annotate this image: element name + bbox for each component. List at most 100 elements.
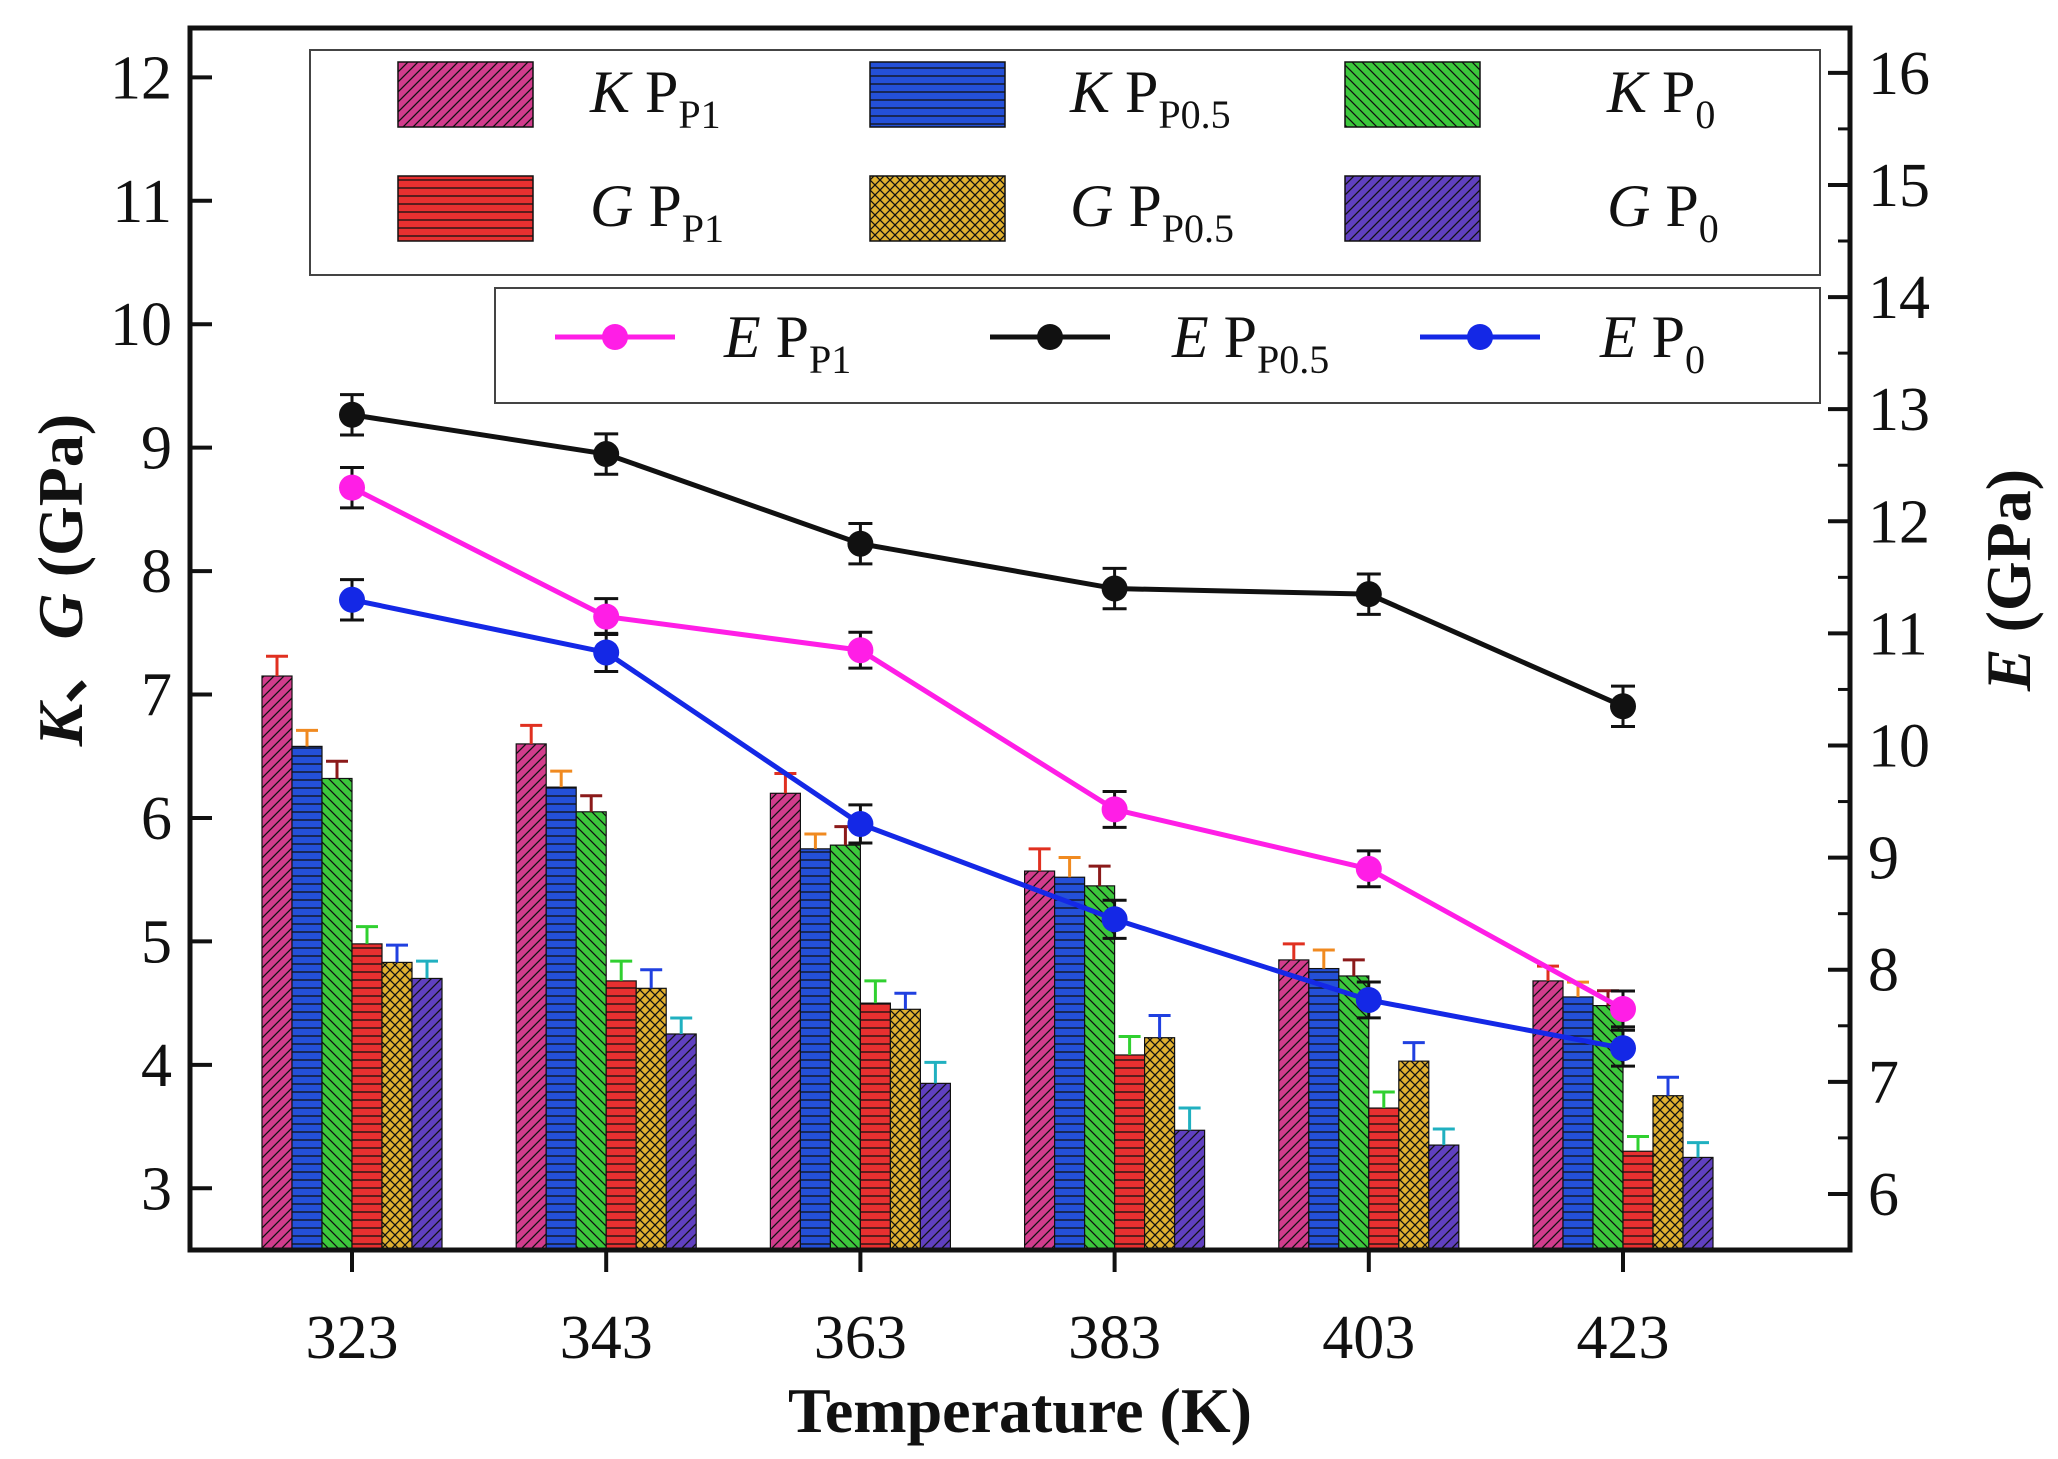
bar-G-0-423: [1682, 1156, 1714, 1251]
bars-layer: [261, 675, 1714, 1251]
axis-title-part: 、: [25, 640, 96, 704]
axis-title-part: (GPa): [1973, 469, 2044, 649]
bar-G-0-403: [1428, 1144, 1460, 1251]
line-E-P0.5: [351, 412, 1625, 709]
axis-title-part: E: [1973, 648, 2044, 692]
bar-K-0-323: [321, 777, 353, 1251]
right-tick-label: 7: [1868, 1049, 1899, 1117]
legend-swatch-K-P1: [397, 61, 534, 128]
legend-label-K-P0.5: K PP0.5: [1069, 59, 1231, 137]
bar-G-P1-363: [859, 1002, 892, 1251]
legend-subscript: P1: [678, 92, 720, 137]
line-E-P1: [350, 485, 1625, 1012]
bar-G-P0.5-323: [381, 961, 413, 1251]
legend-base: P: [630, 59, 678, 125]
bar-G-P0.5-363: [889, 1008, 922, 1251]
bar-G-P0.5-383: [1143, 1037, 1176, 1251]
line-E-0: [351, 597, 1624, 1051]
legend-label-G-P1: G PP1: [590, 173, 724, 251]
legend-label-E-P1: E PP1: [723, 304, 851, 382]
bar-K-P1-323: [261, 675, 293, 1251]
legend-label-E-0: E P0: [1599, 304, 1705, 382]
legend-base: P: [1110, 59, 1158, 125]
legend-subscript: 0: [1695, 92, 1715, 137]
bar-K-P1-383: [1023, 870, 1056, 1251]
right-tick-label: 9: [1868, 825, 1899, 893]
bar-K-P1-343: [515, 743, 547, 1251]
axes-layer: 3 4 5 6 7 8 9 10 11 12 6 7 8 9 10 11 12 13 14 15 16 323 343 363…: [110, 40, 1930, 1372]
bar-K-0-343: [575, 811, 607, 1251]
legend-marker: [1467, 324, 1493, 350]
lines-layer: [339, 393, 1636, 1068]
x-tick-label: 363: [814, 1304, 907, 1372]
right-tick-label: 10: [1868, 713, 1930, 781]
legend-base: P: [1113, 173, 1161, 239]
legend-lines-box: [494, 287, 1821, 404]
point-E-0-363: [847, 810, 874, 837]
left-tick-label: 11: [112, 168, 172, 236]
bar-G-P0.5-423: [1652, 1095, 1684, 1251]
bar-G-0-343: [665, 1033, 697, 1251]
bar-G-P1-403: [1368, 1107, 1400, 1251]
point-E-P0.5-403: [1355, 581, 1382, 608]
point-E-P1-383: [1101, 796, 1128, 823]
legend-subscript: 0: [1685, 337, 1705, 382]
x-tick-label: 343: [560, 1304, 653, 1372]
point-E-0-323: [339, 586, 365, 613]
right-tick-label: 12: [1868, 488, 1930, 556]
axis-title-part: G: [25, 593, 96, 639]
legend-swatch-K-P0.5: [869, 61, 1006, 128]
left-tick-label: 4: [141, 1032, 172, 1100]
legend-prop: K: [1606, 59, 1650, 125]
point-E-P0.5-423: [1610, 693, 1636, 720]
legend-subscript: P1: [809, 337, 851, 382]
x-tick-label: 383: [1068, 1304, 1161, 1372]
legend-label-K-P1: K PP1: [589, 59, 721, 137]
point-E-P1-363: [847, 637, 874, 664]
right-tick-label: 13: [1868, 376, 1930, 444]
bar-G-P1-323: [351, 943, 383, 1251]
legend-base: P: [1637, 304, 1685, 370]
bar-K-P0.5-323: [291, 745, 323, 1251]
legend-label-K-0: K P0: [1606, 59, 1715, 137]
legend-subscript: P1: [682, 206, 724, 251]
bar-G-P0.5-343: [635, 987, 667, 1251]
x-axis-title: Temperature (K): [788, 1375, 1252, 1446]
x-tick-label: 423: [1577, 1304, 1670, 1372]
legend-lines: E PP1 E P P0.5 E P0: [494, 287, 1821, 404]
legend-bars: K PP1 K PP0.5 K P0G PP1 G PP0.5 G P0: [309, 49, 1821, 276]
right-tick-label: 8: [1868, 937, 1899, 1005]
legend-swatch-K-0: [1344, 61, 1481, 128]
legend-base: P: [1647, 59, 1695, 125]
legend-subscript: 0: [1699, 206, 1719, 251]
legend-prop: G: [1607, 173, 1650, 239]
right-tick-label: 15: [1868, 152, 1930, 220]
bar-G-0-323: [411, 977, 443, 1251]
legend-marker: [1037, 324, 1063, 350]
bar-K-P1-363: [769, 792, 802, 1251]
point-E-P0.5-343: [593, 441, 620, 468]
point-E-P0.5-363: [847, 530, 874, 557]
point-E-P0.5-383: [1101, 575, 1128, 602]
legend-prop: E: [1599, 304, 1637, 370]
legend-base: P: [1650, 173, 1698, 239]
axis-title-part: (GPa): [25, 414, 96, 594]
point-E-0-403: [1355, 986, 1382, 1013]
left-tick-label: 12: [110, 44, 172, 112]
bar-K-P0.5-343: [545, 786, 577, 1251]
right-tick-label: 14: [1868, 264, 1930, 332]
left-tick-label: 7: [141, 662, 172, 730]
bar-K-P0.5-403: [1308, 967, 1340, 1251]
bar-G-P0.5-403: [1398, 1060, 1430, 1251]
bar-G-P1-383: [1113, 1054, 1146, 1251]
bar-K-0-403: [1338, 975, 1370, 1251]
legend-subscript: P0.5: [1257, 337, 1329, 382]
bar-K-P0.5-423: [1562, 996, 1594, 1251]
left-tick-label: 8: [141, 538, 172, 606]
x-tick-label: 403: [1322, 1304, 1415, 1372]
right-tick-label: 11: [1868, 600, 1928, 668]
left-tick-label: 6: [141, 785, 172, 853]
bar-G-0-383: [1173, 1129, 1206, 1251]
legend-subscript: P0.5: [1158, 92, 1230, 137]
